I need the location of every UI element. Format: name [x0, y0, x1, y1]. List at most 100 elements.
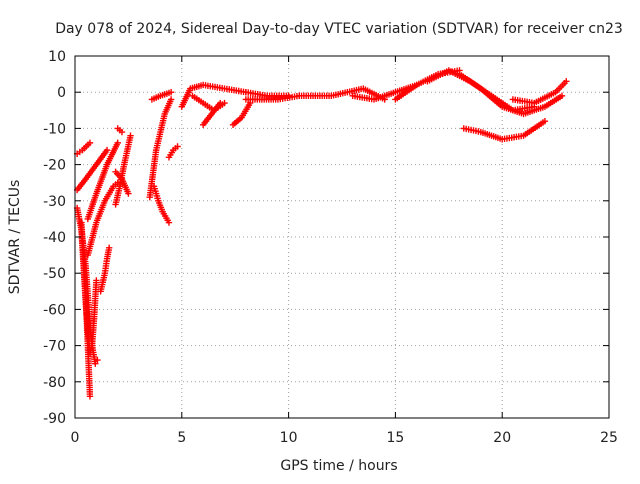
data-series-arc-19 [229, 99, 254, 128]
data-point [165, 154, 173, 161]
data-point [520, 110, 527, 118]
x-axis-label: GPS time / hours [280, 458, 397, 474]
data-point [110, 183, 117, 190]
data-point [460, 125, 467, 132]
data-point [78, 219, 85, 226]
data-point [328, 92, 335, 100]
data-point [112, 201, 119, 208]
data-point [541, 103, 549, 110]
data-point [424, 78, 431, 85]
data-point [229, 121, 237, 128]
y-tick-label: -80 [43, 375, 66, 391]
data-point [509, 96, 517, 103]
data-point [114, 125, 121, 132]
data-point [93, 161, 100, 168]
data-series-arc-28 [460, 117, 549, 143]
data-point [92, 360, 99, 367]
data-point [93, 219, 100, 226]
data-point [118, 175, 126, 183]
data-point [392, 96, 399, 103]
data-point [114, 139, 121, 147]
axis-ticks: 0 5 10 15 20 25 10 0 -10 -20 -30 -40 -50 -60 -70 -80 -90 [43, 49, 618, 446]
data-point [82, 291, 89, 299]
data-series-arc-22 [296, 85, 388, 103]
data-point [165, 219, 173, 226]
data-point [477, 128, 485, 136]
data-point [563, 78, 570, 85]
data-point [456, 70, 463, 78]
data-point [94, 356, 101, 364]
y-tick-label: -60 [43, 302, 66, 318]
data-series-arc-9 [112, 132, 134, 208]
data-point [238, 114, 245, 121]
data-point [558, 92, 566, 100]
y-tick-label: -40 [43, 230, 66, 246]
data-series-arc-2 [73, 146, 111, 194]
data-series-arc-13 [150, 183, 173, 226]
y-tick-label: 0 [57, 85, 66, 101]
data-point [157, 92, 164, 100]
y-tick-label: -10 [43, 121, 66, 137]
data-point [242, 96, 250, 103]
data-point [217, 99, 224, 107]
data-series-arc-5 [78, 219, 94, 400]
data-point [86, 393, 94, 400]
data-point [150, 183, 158, 190]
data-point [118, 128, 126, 136]
data-point [360, 85, 367, 92]
data-point [296, 92, 303, 100]
data-point [413, 81, 420, 89]
y-tick-label: -50 [43, 266, 66, 282]
data-series-arc-26 [456, 70, 566, 118]
data-series-arc-1 [73, 139, 94, 157]
x-tick-label: 25 [600, 430, 618, 446]
data-point [146, 193, 153, 201]
data-point [274, 96, 282, 103]
data-series-arc-18 [199, 99, 224, 128]
data-point [120, 161, 128, 168]
data-point [127, 132, 134, 139]
y-tick-label: -90 [43, 411, 66, 427]
data-point [112, 168, 119, 176]
data-point [208, 110, 215, 118]
data-point [159, 208, 166, 215]
data-point [125, 190, 132, 197]
data-point [86, 139, 94, 147]
y-tick-label: -70 [43, 339, 66, 355]
y-tick-label: 10 [48, 49, 66, 65]
data-series-arc-10 [112, 168, 132, 197]
data-point [499, 136, 506, 143]
x-tick-label: 5 [177, 430, 186, 446]
data-point [103, 146, 111, 154]
data-point [392, 89, 399, 96]
data-point [199, 81, 207, 89]
data-point [199, 99, 207, 107]
data-series-arc-27 [509, 78, 570, 107]
data-point [116, 183, 124, 190]
data-point [199, 121, 207, 128]
data-point [101, 270, 109, 277]
data-point [84, 251, 92, 259]
data-series-arc-21 [242, 92, 303, 103]
data-point [541, 117, 549, 125]
x-tick-label: 15 [386, 430, 404, 446]
data-point [552, 89, 559, 96]
data-point [82, 175, 89, 183]
data-point [445, 67, 452, 74]
data-point [79, 146, 86, 154]
data-series-arc-6 [84, 179, 121, 259]
data-point [80, 255, 87, 262]
data-point [103, 255, 111, 262]
data-point [221, 85, 228, 92]
data-point [349, 92, 356, 100]
grid-lines [75, 56, 609, 418]
data-point [189, 92, 196, 100]
data-point [91, 313, 98, 320]
x-tick-label: 0 [71, 430, 80, 446]
data-point [93, 190, 100, 197]
data-point [101, 197, 109, 204]
data-point [84, 215, 92, 223]
